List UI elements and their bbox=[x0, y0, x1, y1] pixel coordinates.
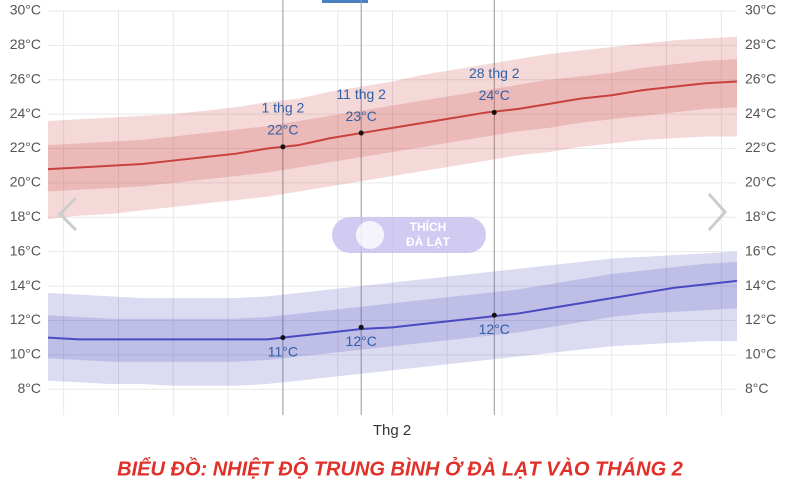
y2-tick-label: 12°C bbox=[745, 311, 776, 327]
labels: 8°C 8°C 10°C 10°C 12°C 12°C 14°C 14°C 16°C 16°C 18… bbox=[10, 2, 777, 396]
prev-arrow[interactable] bbox=[57, 196, 78, 232]
y2-tick-label: 10°C bbox=[745, 346, 776, 362]
y-tick-label: 24°C bbox=[10, 105, 41, 121]
y-tick-label: 22°C bbox=[10, 139, 41, 155]
y2-tick-label: 24°C bbox=[745, 105, 776, 121]
y-tick-label: 28°C bbox=[10, 36, 41, 52]
annotation-value: 24°C bbox=[479, 87, 510, 103]
grid bbox=[48, 0, 737, 415]
annotation-value: 12°C bbox=[346, 333, 377, 349]
marker-point bbox=[491, 109, 497, 115]
marker-point bbox=[358, 130, 364, 136]
y-tick-label: 30°C bbox=[10, 2, 41, 18]
y2-tick-label: 26°C bbox=[745, 70, 776, 86]
x-axis-label: Thg 2 bbox=[373, 422, 411, 439]
y2-tick-label: 8°C bbox=[745, 380, 769, 396]
band-area bbox=[48, 251, 737, 386]
watermark-icon bbox=[356, 221, 384, 249]
watermark-text: THÍCH bbox=[410, 219, 447, 234]
next-arrow[interactable] bbox=[707, 193, 728, 231]
band-area bbox=[48, 261, 737, 362]
plot-area bbox=[47, 36, 738, 386]
watermark: THÍCH ĐÀ LẠT bbox=[332, 217, 486, 253]
y2-tick-label: 18°C bbox=[745, 208, 776, 224]
annotation-date: 28 thg 2 bbox=[469, 65, 520, 81]
marker-point bbox=[358, 324, 364, 330]
chart-title: BIỂU ĐỒ: NHIỆT ĐỘ TRUNG BÌNH Ở ĐÀ LẠT VÀ… bbox=[117, 456, 683, 480]
marker-point bbox=[280, 335, 286, 341]
y2-tick-label: 30°C bbox=[745, 2, 776, 18]
y-tick-label: 10°C bbox=[10, 346, 41, 362]
band-area bbox=[48, 59, 737, 192]
annotation-value: 12°C bbox=[479, 321, 510, 337]
annotation-date: 11 thg 2 bbox=[336, 86, 386, 102]
y-tick-label: 14°C bbox=[10, 277, 41, 293]
y2-tick-label: 28°C bbox=[745, 36, 776, 52]
y-tick-label: 18°C bbox=[10, 208, 41, 224]
y2-tick-label: 16°C bbox=[745, 242, 776, 258]
mean-line bbox=[47, 279, 738, 341]
marker-point bbox=[491, 312, 497, 318]
y-tick-label: 16°C bbox=[10, 242, 41, 258]
annotation-value: 22°C bbox=[267, 122, 298, 138]
annotation-value: 11°C bbox=[268, 343, 298, 359]
y2-tick-label: 22°C bbox=[745, 139, 776, 155]
y2-tick-label: 14°C bbox=[745, 277, 776, 293]
marker-point bbox=[280, 144, 286, 150]
annotation-date: 1 thg 2 bbox=[261, 100, 304, 116]
y-tick-label: 20°C bbox=[10, 174, 41, 190]
watermark-text: ĐÀ LẠT bbox=[406, 234, 451, 249]
top-tab bbox=[322, 0, 368, 3]
y-tick-label: 8°C bbox=[18, 380, 42, 396]
y2-tick-label: 20°C bbox=[745, 174, 776, 190]
mean-line bbox=[47, 80, 738, 171]
annotation-value: 23°C bbox=[346, 108, 377, 124]
y-tick-label: 12°C bbox=[10, 311, 41, 327]
y-tick-label: 26°C bbox=[10, 70, 41, 86]
